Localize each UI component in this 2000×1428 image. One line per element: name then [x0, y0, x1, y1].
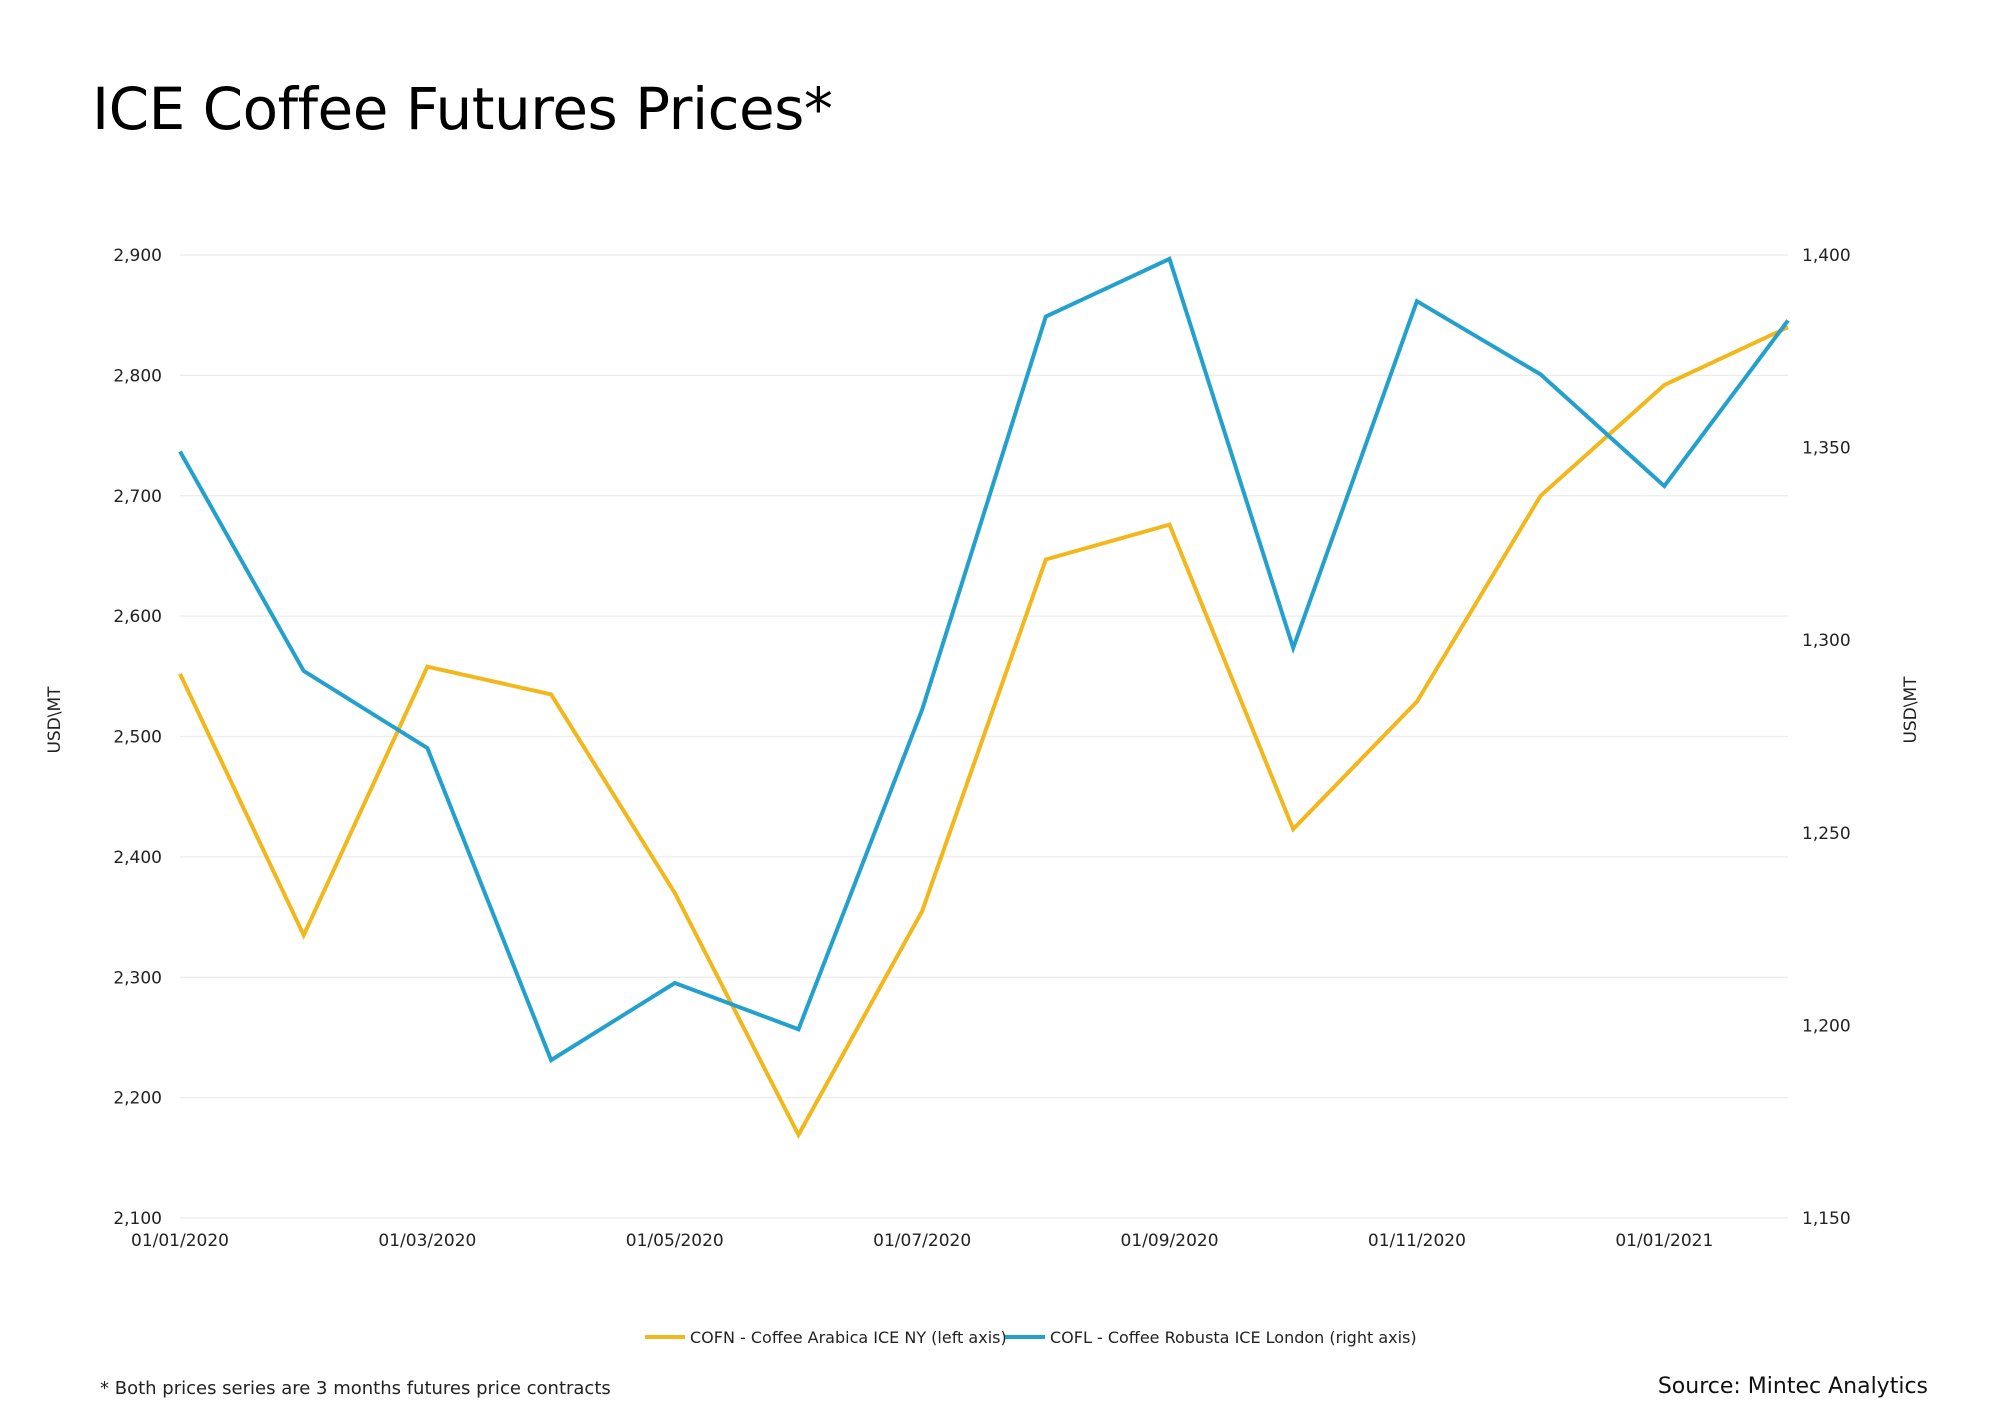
- x-axis-ticks: 01/01/2020 01/03/2020 01/05/2020 01/07/2020…: [131, 1231, 1713, 1251]
- series-line-robusta: [178, 256, 1790, 1064]
- right-tick-label: 1,250: [1802, 824, 1851, 844]
- x-tick-label: 01/01/2021: [1615, 1231, 1713, 1251]
- x-tick-label: 01/09/2020: [1121, 1231, 1219, 1251]
- left-tick-label: 2,600: [113, 607, 162, 627]
- gridlines: [180, 254, 1788, 1219]
- right-tick-label: 1,200: [1802, 1016, 1851, 1036]
- left-tick-label: 2,900: [113, 246, 162, 266]
- left-tick-label: 2,100: [113, 1209, 162, 1229]
- legend: COFN - Coffee Arabica ICE NY (left axis)…: [645, 1328, 1417, 1347]
- x-tick-label: 01/07/2020: [873, 1231, 971, 1251]
- left-tick-label: 2,200: [113, 1089, 162, 1109]
- x-tick-label: 01/01/2020: [131, 1231, 229, 1251]
- right-tick-label: 1,300: [1802, 631, 1851, 651]
- right-axis-ticks: 1,150 1,200 1,250 1,300 1,350 1,400: [1802, 246, 1851, 1229]
- source-credit: Source: Mintec Analytics: [1657, 1374, 1928, 1399]
- right-axis-title: USD\MT: [1901, 676, 1921, 744]
- left-tick-label: 2,800: [113, 366, 162, 386]
- left-tick-label: 2,300: [113, 968, 162, 988]
- right-tick-label: 1,150: [1802, 1209, 1851, 1229]
- footnote: * Both prices series are 3 months future…: [100, 1378, 611, 1399]
- left-axis-title: USD\MT: [45, 686, 65, 754]
- x-tick-label: 01/11/2020: [1368, 1231, 1466, 1251]
- right-tick-label: 1,400: [1802, 246, 1851, 266]
- chart-title: ICE Coffee Futures Prices*: [92, 75, 833, 143]
- legend-label-arabica: COFN - Coffee Arabica ICE NY (left axis): [690, 1328, 1007, 1347]
- left-axis-ticks: 2,100 2,200 2,300 2,400 2,500 2,600 2,700 2,800…: [113, 246, 162, 1229]
- left-tick-label: 2,400: [113, 848, 162, 868]
- legend-label-robusta: COFL - Coffee Robusta ICE London (right …: [1050, 1328, 1417, 1347]
- left-tick-label: 2,500: [113, 728, 162, 748]
- right-tick-label: 1,350: [1802, 439, 1851, 459]
- series-lines: [178, 256, 1790, 1140]
- left-tick-label: 2,700: [113, 487, 162, 507]
- x-tick-label: 01/05/2020: [626, 1231, 724, 1251]
- x-tick-label: 01/03/2020: [378, 1231, 476, 1251]
- series-line-arabica: [178, 325, 1789, 1140]
